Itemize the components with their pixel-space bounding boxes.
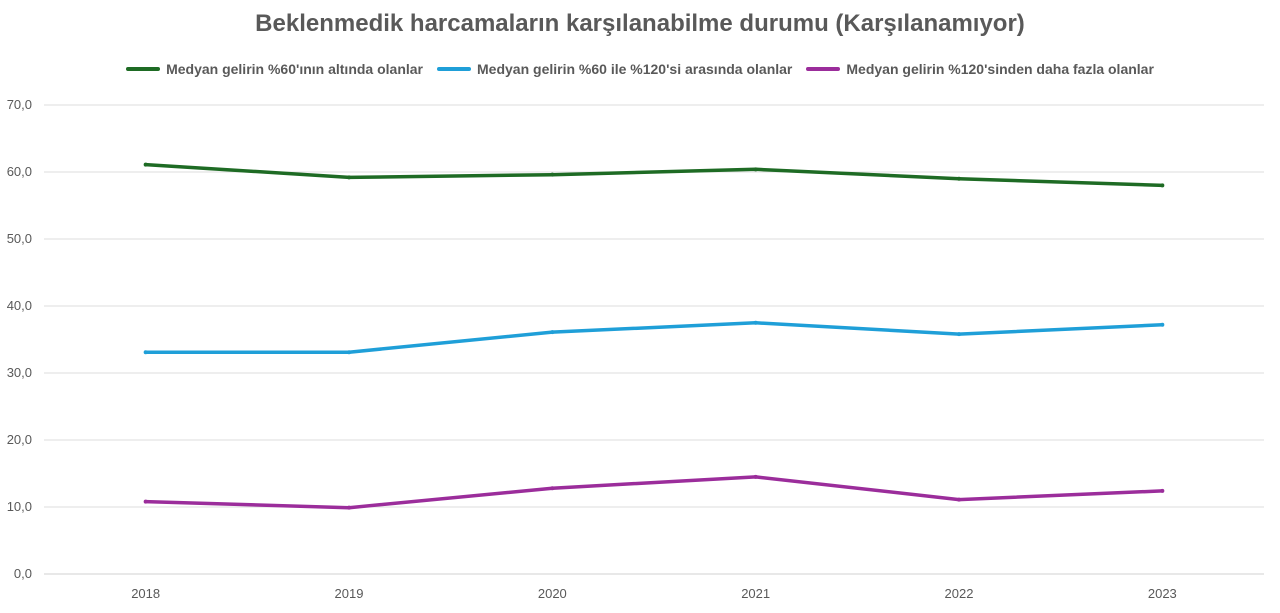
legend-swatch-above-120 [806, 67, 841, 71]
x-axis-ticks: 2018 2019 2020 2021 2022 2023 [131, 586, 1177, 601]
data-point[interactable] [1160, 183, 1165, 188]
data-point[interactable] [1160, 488, 1165, 493]
y-tick-label: 30,0 [7, 365, 32, 380]
data-point[interactable] [753, 320, 758, 325]
data-point[interactable] [1160, 322, 1165, 327]
data-point[interactable] [550, 330, 555, 335]
data-point[interactable] [143, 350, 148, 355]
legend-label-below-60: Medyan gelirin %60'ının altında olanlar [166, 61, 424, 77]
legend-item-60-120[interactable]: Medyan gelirin %60 ile %120'si arasında … [437, 61, 792, 77]
data-point[interactable] [753, 167, 758, 172]
data-point[interactable] [347, 175, 351, 180]
legend-item-below-60[interactable]: Medyan gelirin %60'ının altında olanlar [126, 61, 423, 77]
series-line-1[interactable] [143, 321, 1165, 354]
data-point[interactable] [753, 474, 758, 479]
data-point[interactable] [957, 332, 961, 337]
y-tick-label: 50,0 [7, 231, 32, 246]
x-tick-label: 2019 [335, 586, 364, 601]
x-tick-label: 2021 [741, 586, 770, 601]
data-point[interactable] [550, 486, 555, 491]
series-line-0[interactable] [143, 162, 1165, 188]
series-line-2[interactable] [143, 475, 1165, 510]
y-tick-label: 10,0 [7, 499, 32, 514]
y-axis-ticks: 0,0 10,0 20,0 30,0 40,0 50,0 60,0 70,0 [7, 97, 32, 581]
y-tick-label: 20,0 [7, 432, 32, 447]
data-point[interactable] [143, 499, 148, 504]
legend-label-above-120: Medyan gelirin %120'sinden daha fazla ol… [846, 61, 1154, 77]
x-tick-label: 2022 [945, 586, 974, 601]
data-point[interactable] [957, 176, 961, 181]
data-point[interactable] [143, 162, 148, 167]
data-point[interactable] [550, 172, 555, 177]
y-tick-label: 40,0 [7, 298, 32, 313]
data-point[interactable] [347, 350, 351, 355]
gridlines [44, 104, 1264, 575]
series-lines [143, 162, 1165, 510]
legend-swatch-60-120 [437, 67, 472, 71]
x-tick-label: 2023 [1148, 586, 1177, 601]
chart-title: Beklenmedik harcamaların karşılanabilme … [255, 10, 1025, 37]
x-tick-label: 2020 [538, 586, 567, 601]
y-tick-label: 0,0 [14, 566, 32, 581]
y-tick-label: 60,0 [7, 164, 32, 179]
x-tick-label: 2018 [131, 586, 160, 601]
data-point[interactable] [347, 505, 351, 510]
legend-swatch-below-60 [126, 67, 161, 71]
legend: Medyan gelirin %60'ının altında olanlar … [0, 61, 1280, 77]
legend-item-above-120[interactable]: Medyan gelirin %120'sinden daha fazla ol… [806, 61, 1154, 77]
data-point[interactable] [957, 497, 961, 502]
legend-label-60-120: Medyan gelirin %60 ile %120'si arasında … [477, 61, 793, 77]
y-tick-label: 70,0 [7, 97, 32, 112]
